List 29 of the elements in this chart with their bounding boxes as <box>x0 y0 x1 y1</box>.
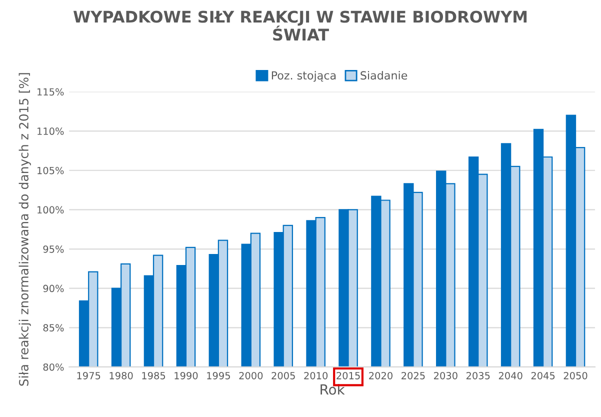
x-tick-label: 1985 <box>142 372 166 380</box>
x-tick-label: 2045 <box>531 372 555 380</box>
y-tick-label: 105% <box>38 166 64 174</box>
y-tick-label: 100% <box>38 206 64 214</box>
legend-label: Siadanie <box>360 70 408 80</box>
x-tick-label: 2000 <box>239 372 263 380</box>
x-tick-label: 1975 <box>77 372 100 380</box>
x-tick-label: 2035 <box>466 372 490 380</box>
y-tick-label: 85% <box>43 324 64 332</box>
y-tick-label: 110% <box>38 128 64 135</box>
x-tick-label: 2040 <box>498 372 522 380</box>
x-tick-label: 2005 <box>272 372 295 380</box>
x-tick-label: 2030 <box>434 372 458 380</box>
y-tick-label: 115% <box>38 88 64 96</box>
legend-label: Poz. stojąca <box>272 70 336 82</box>
x-tick-label: 1990 <box>174 372 198 380</box>
x-tick-label: 1980 <box>110 372 133 380</box>
y-tick-label: 90% <box>43 284 64 292</box>
y-tick-label: 95% <box>43 245 64 253</box>
chart-title: WYPADKOWE SIŁY REAKCJI W STAWIE BIODROWYM ŚWIAT <box>73 10 527 41</box>
x-tick-label: 2015 <box>336 372 360 380</box>
x-tick-label: 2020 <box>369 372 392 380</box>
x-tick-label: 1995 <box>207 372 230 380</box>
y-axis-title: Siła reakcji znormalizowana do danych z 2015 [%] <box>18 73 31 386</box>
x-tick-label: 2050 <box>564 372 588 380</box>
x-tick-label: 2025 <box>402 372 425 380</box>
x-axis-title: Rok <box>320 384 345 395</box>
x-tick-label: 2010 <box>304 372 328 380</box>
y-tick-label: 80% <box>43 363 64 371</box>
